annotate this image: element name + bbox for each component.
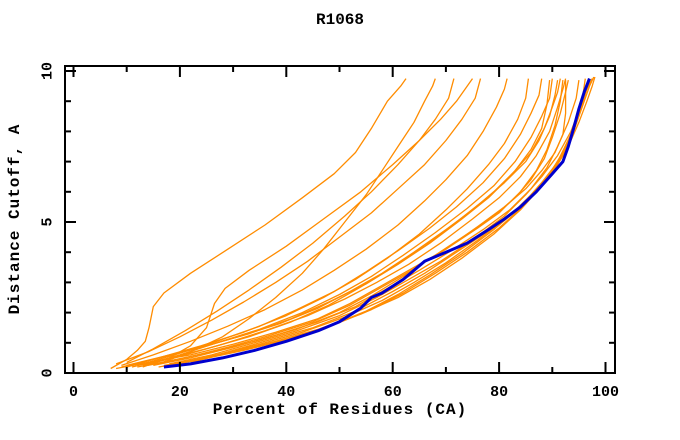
- x-tick-label: 100: [592, 384, 619, 401]
- model-curve: [110, 78, 407, 370]
- model-curve: [190, 78, 590, 364]
- model-curve: [121, 78, 508, 367]
- y-tick-label: 10: [40, 62, 57, 80]
- model-curve: [158, 76, 595, 368]
- model-curve: [158, 78, 436, 365]
- y-tick-label: 0: [40, 368, 57, 377]
- model-curve: [142, 78, 474, 368]
- series-group: [110, 76, 596, 370]
- model-curve: [174, 79, 591, 365]
- x-tick-label: 20: [171, 384, 189, 401]
- x-tick-label: 0: [69, 384, 78, 401]
- model-curve: [169, 78, 593, 365]
- x-tick-label: 60: [384, 384, 402, 401]
- model-curve: [137, 78, 543, 367]
- y-tick-label: 5: [40, 217, 57, 226]
- x-axis-label: Percent of Residues (CA): [212, 401, 468, 419]
- model-curve: [163, 78, 586, 367]
- axis-ticks: [65, 66, 615, 374]
- x-tick-label: 40: [277, 384, 295, 401]
- model-curve: [126, 78, 455, 363]
- model-curve: [179, 76, 596, 365]
- model-curve: [142, 78, 567, 367]
- reference-curve: [163, 78, 591, 369]
- model-curve: [147, 78, 553, 365]
- x-tick-label: 80: [490, 384, 508, 401]
- model-curve: [115, 78, 482, 365]
- tick-labels: 0 20 40 60 80 100 0 5 10: [40, 62, 620, 401]
- model-curve: [126, 78, 561, 367]
- chart-title: R1068: [315, 11, 364, 29]
- model-curve: [147, 80, 567, 367]
